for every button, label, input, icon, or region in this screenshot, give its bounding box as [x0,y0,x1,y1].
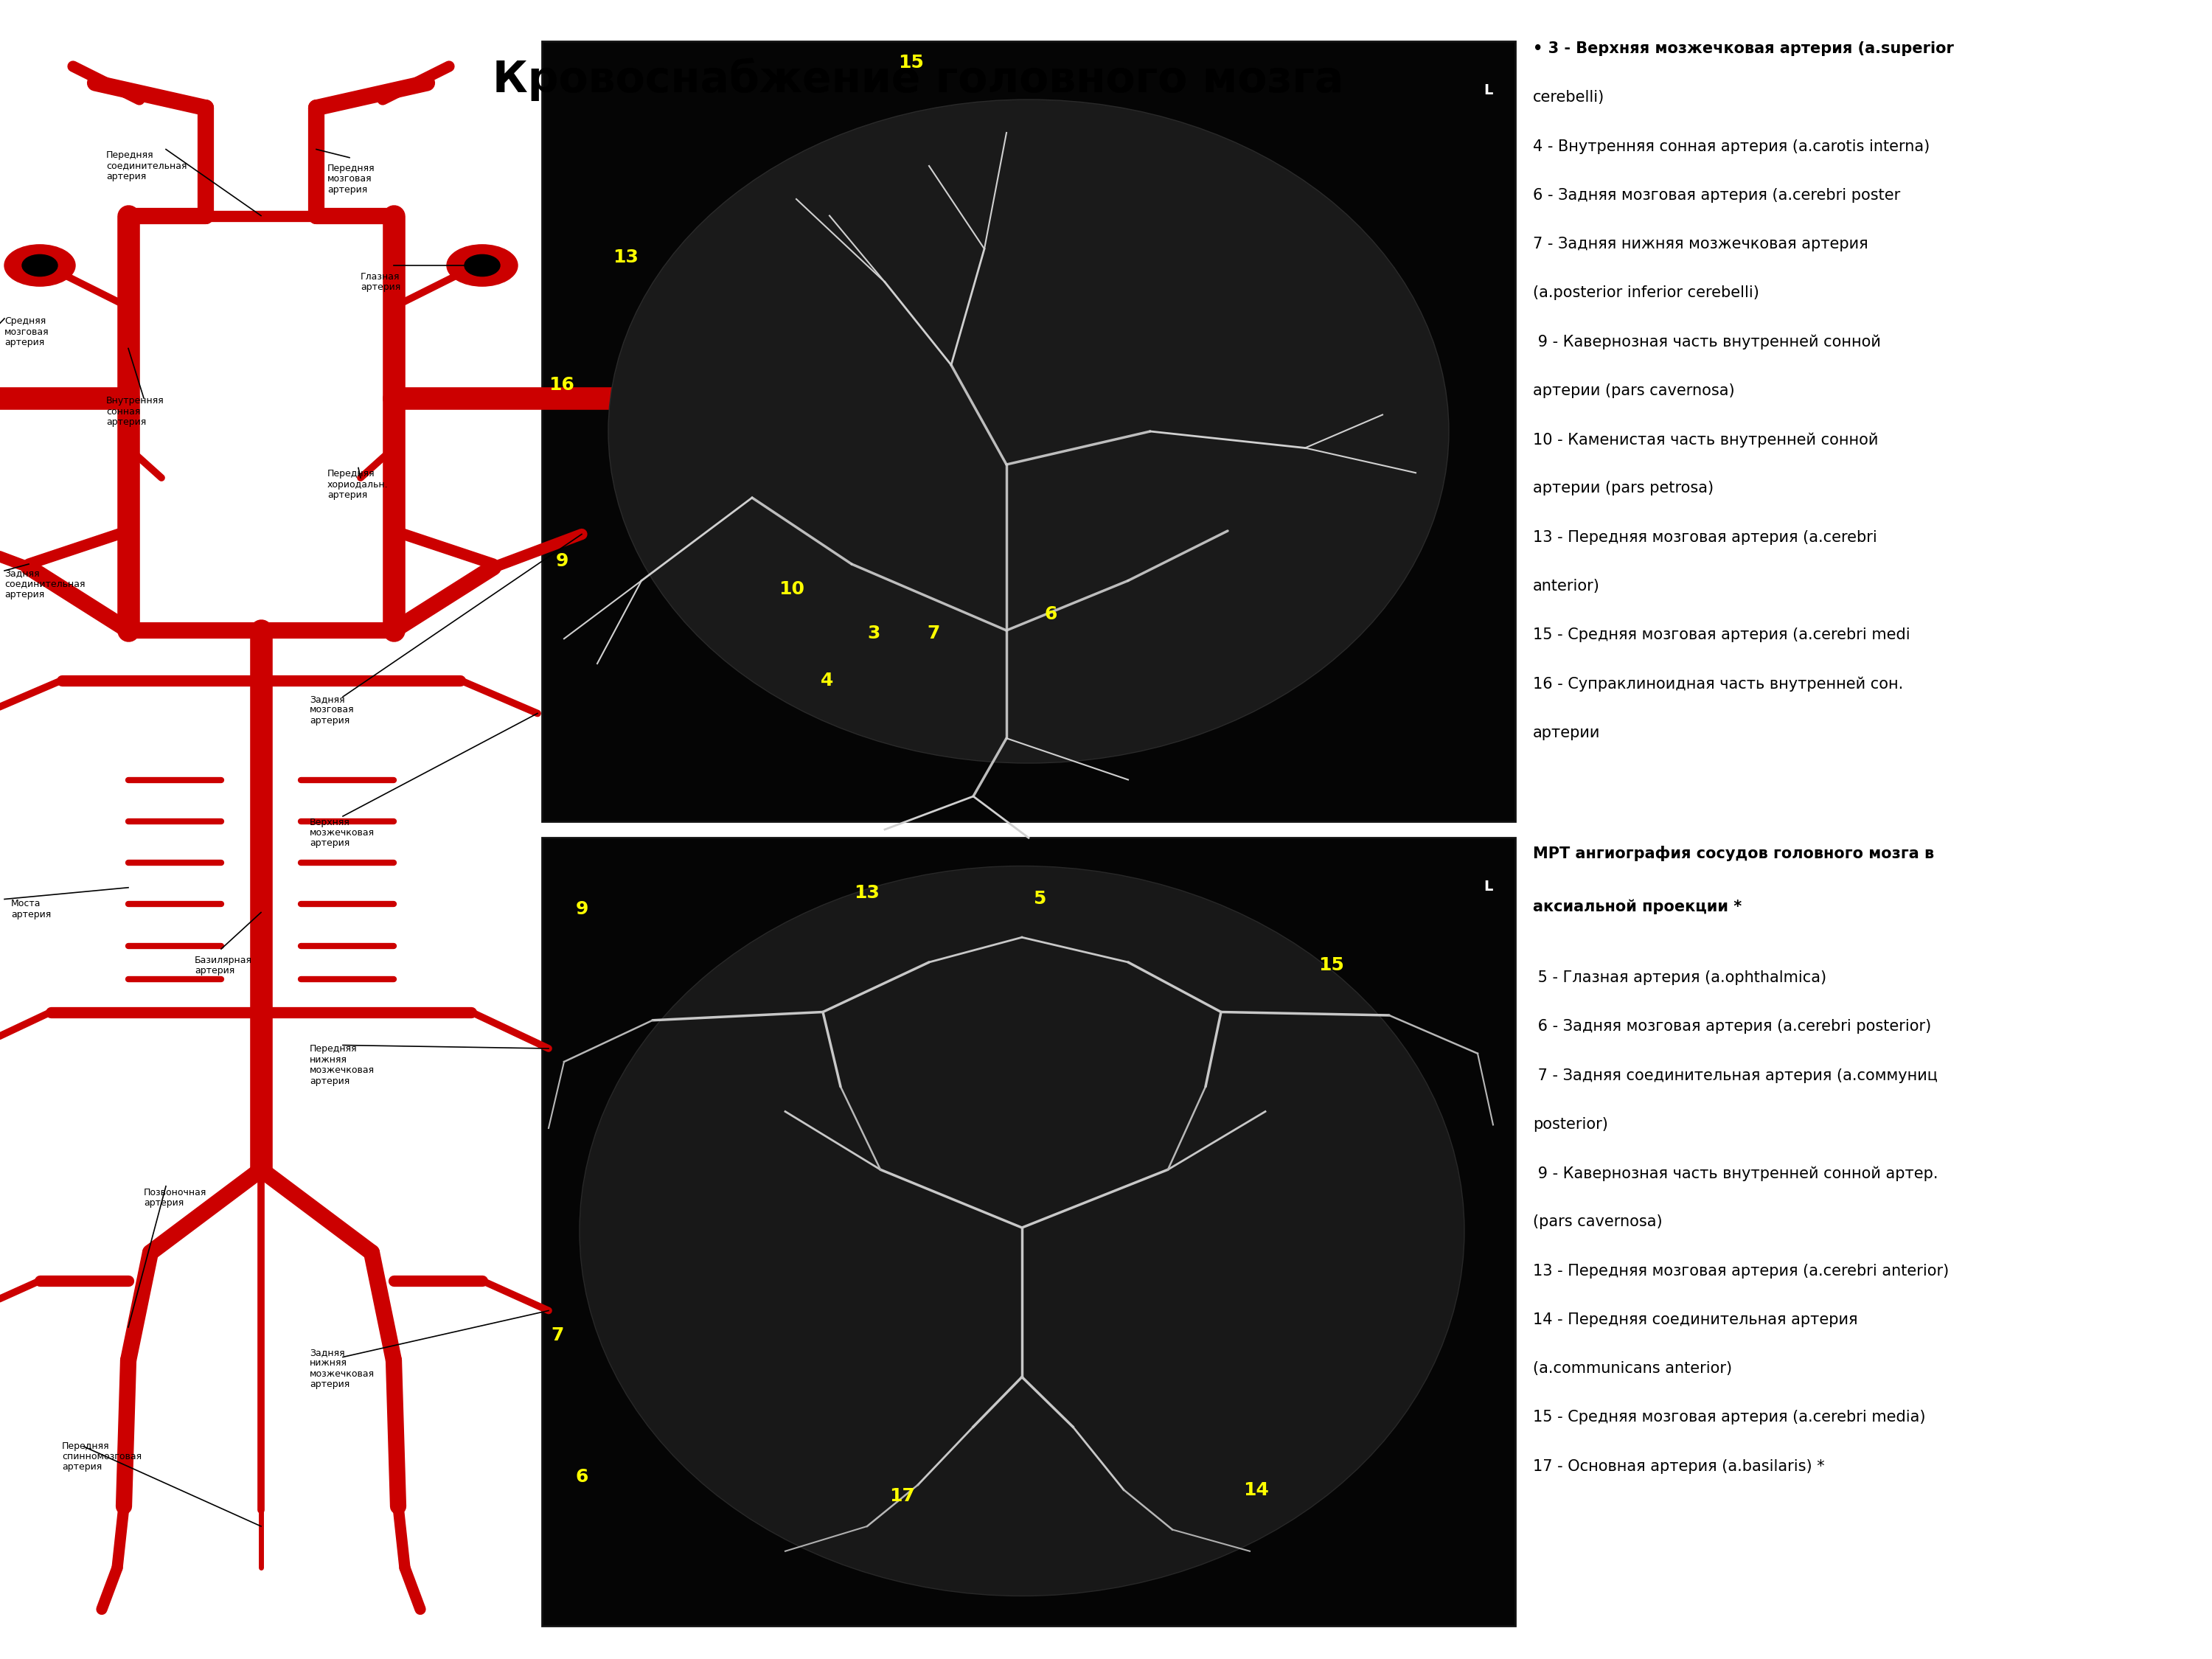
Text: 7 - Задняя соединительная артерия (a.соммуниц: 7 - Задняя соединительная артерия (a.сом… [1533,1068,1938,1083]
Text: (a.posterior inferior cerebelli): (a.posterior inferior cerebelli) [1533,285,1759,300]
Text: 9: 9 [575,901,588,917]
Text: L: L [1484,879,1493,893]
Text: 9 - Кавернозная часть внутренней сонной артер.: 9 - Кавернозная часть внутренней сонной … [1533,1166,1938,1181]
Text: Передняя
соединительная
артерия: Передняя соединительная артерия [106,151,186,181]
Text: 17 - Основная артерия (a.basilaris) *: 17 - Основная артерия (a.basilaris) * [1533,1458,1825,1473]
Text: Передняя
мозговая
артерия: Передняя мозговая артерия [327,164,376,194]
Text: anterior): anterior) [1533,579,1599,594]
Text: 13: 13 [854,884,880,901]
Text: 9: 9 [555,552,568,569]
Text: 15 - Средняя мозговая артерия (a.cerebri medi: 15 - Средняя мозговая артерия (a.cerebri… [1533,627,1911,642]
Text: Моста
артерия: Моста артерия [11,899,51,919]
Text: 14: 14 [1243,1481,1270,1498]
Text: артерии (pars petrosa): артерии (pars petrosa) [1533,481,1714,496]
Text: 6: 6 [575,1468,588,1485]
Ellipse shape [580,866,1464,1596]
Text: (pars cavernosa): (pars cavernosa) [1533,1214,1663,1229]
Text: Глазная
артерия: Глазная артерия [361,272,400,292]
Ellipse shape [22,254,58,275]
Text: Задняя
соединительная
артерия: Задняя соединительная артерия [4,569,84,599]
Text: 7: 7 [927,625,940,642]
Ellipse shape [608,100,1449,763]
Text: 13 - Передняя мозговая артерия (a.cerebri anterior): 13 - Передняя мозговая артерия (a.cerebr… [1533,1264,1949,1279]
Text: • 3 - Верхняя мозжечковая артерия (a.superior: • 3 - Верхняя мозжечковая артерия (a.sup… [1533,41,1953,56]
Text: 6: 6 [1044,606,1057,622]
Text: 5 - Глазная артерия (a.ophthalmica): 5 - Глазная артерия (a.ophthalmica) [1533,971,1827,985]
Text: Задняя
нижняя
мозжечковая
артерия: Задняя нижняя мозжечковая артерия [310,1347,374,1390]
Text: Передняя
спинномозговая
артерия: Передняя спинномозговая артерия [62,1442,142,1472]
Text: Задняя
мозговая
артерия: Задняя мозговая артерия [310,695,354,725]
Text: Верхняя
мозжечковая
артерия: Верхняя мозжечковая артерия [310,818,374,848]
Text: 6 - Задняя мозговая артерия (a.cerebri poster: 6 - Задняя мозговая артерия (a.cerebri p… [1533,187,1900,202]
Text: Средняя
мозговая
артерия: Средняя мозговая артерия [4,317,49,347]
Text: Передняя
нижняя
мозжечковая
артерия: Передняя нижняя мозжечковая артерия [310,1044,374,1087]
Text: Кровоснабжение головного мозга: Кровоснабжение головного мозга [493,58,1343,101]
Text: 7: 7 [551,1327,564,1344]
Text: 10: 10 [779,581,805,597]
Text: 7 - Задняя нижняя мозжечковая артерия: 7 - Задняя нижняя мозжечковая артерия [1533,237,1869,252]
Text: МРТ ангиография сосудов головного мозга в: МРТ ангиография сосудов головного мозга … [1533,846,1933,861]
Bar [542,838,1515,1626]
Text: Передняя
хориодальн.
артерия: Передняя хориодальн. артерия [327,469,389,499]
Text: 15: 15 [1318,957,1345,974]
Text: Базилярная
артерия: Базилярная артерия [195,956,252,975]
Text: 16: 16 [549,377,575,393]
Ellipse shape [447,244,518,285]
Text: 15 - Средняя мозговая артерия (a.cerebri media): 15 - Средняя мозговая артерия (a.cerebri… [1533,1410,1924,1425]
Text: артерии: артерии [1533,725,1599,740]
Ellipse shape [465,254,500,275]
Text: 15: 15 [898,55,925,71]
Text: 10 - Каменистая часть внутренней сонной: 10 - Каменистая часть внутренней сонной [1533,433,1878,448]
Text: cerebelli): cerebelli) [1533,90,1604,105]
Text: 13 - Передняя мозговая артерия (a.cerebri: 13 - Передняя мозговая артерия (a.cerebr… [1533,529,1878,544]
Text: 4: 4 [821,672,834,688]
Text: posterior): posterior) [1533,1117,1608,1131]
Text: L: L [1484,83,1493,96]
Ellipse shape [4,244,75,285]
Text: Позвоночная
артерия: Позвоночная артерия [144,1188,206,1208]
Bar [542,41,1515,821]
Text: артерии (pars cavernosa): артерии (pars cavernosa) [1533,383,1734,398]
Text: Внутренняя
сонная
артерия: Внутренняя сонная артерия [106,397,164,426]
Text: 3: 3 [867,625,880,642]
Text: 13: 13 [613,249,639,265]
Text: 4 - Внутренняя сонная артерия (a.carotis interna): 4 - Внутренняя сонная артерия (a.carotis… [1533,139,1929,154]
Text: аксиальной проекции *: аксиальной проекции * [1533,899,1741,914]
Text: 5: 5 [1033,891,1046,907]
Text: (a.communicans anterior): (a.communicans anterior) [1533,1362,1732,1375]
Text: 14 - Передняя соединительная артерия: 14 - Передняя соединительная артерия [1533,1312,1858,1327]
Text: 17: 17 [889,1488,916,1505]
Text: 6 - Задняя мозговая артерия (a.cerebri posterior): 6 - Задняя мозговая артерия (a.cerebri p… [1533,1019,1931,1034]
Text: 9 - Кавернозная часть внутренней сонной: 9 - Кавернозная часть внутренней сонной [1533,335,1880,350]
Text: 16 - Супраклиноидная часть внутренней сон.: 16 - Супраклиноидная часть внутренней со… [1533,677,1902,692]
